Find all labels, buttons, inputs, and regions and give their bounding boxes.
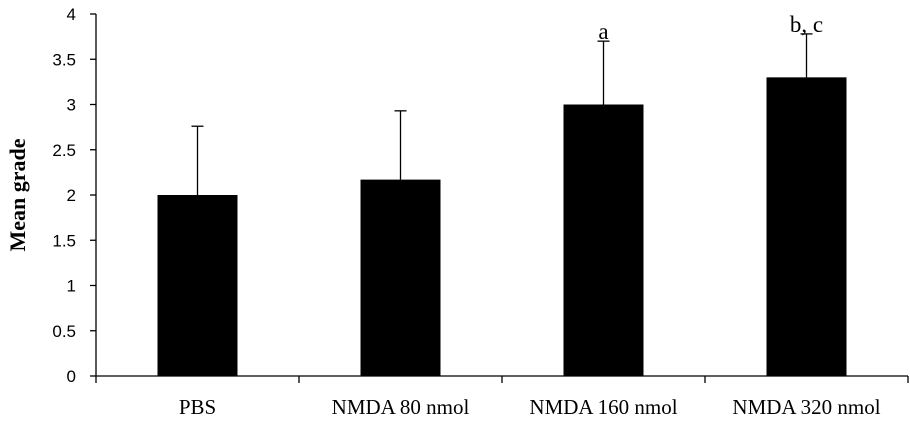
y-tick-label: 2.5: [52, 141, 76, 160]
bar: [563, 104, 644, 376]
significance-annotation: a: [598, 19, 608, 44]
y-tick-label: 3.5: [52, 50, 76, 69]
y-tick-label: 1.5: [52, 231, 76, 250]
y-tick-label: 2: [67, 186, 76, 205]
x-tick-label: PBS: [179, 395, 216, 419]
y-tick-label: 4: [67, 5, 76, 24]
y-tick-label: 3: [67, 96, 76, 115]
y-tick-label: 1: [67, 277, 76, 296]
bar: [766, 77, 847, 376]
labels: PBS NMDA 80 nmol NMDA 160 nmol a NMDA 320 nm…: [179, 12, 881, 419]
x-tick-label: NMDA 160 nmol: [529, 395, 677, 419]
y-tick-label: 0.5: [52, 322, 76, 341]
y-tick-label: 0: [67, 367, 76, 386]
y-axis-title: Mean grade: [5, 138, 30, 251]
x-tick-label: NMDA 80 nmol: [332, 395, 470, 419]
bar: [157, 195, 238, 376]
bar: [360, 179, 441, 376]
significance-annotation: b, c: [790, 12, 823, 37]
bars: [157, 33, 847, 376]
x-tick-label: NMDA 320 nmol: [732, 395, 880, 419]
